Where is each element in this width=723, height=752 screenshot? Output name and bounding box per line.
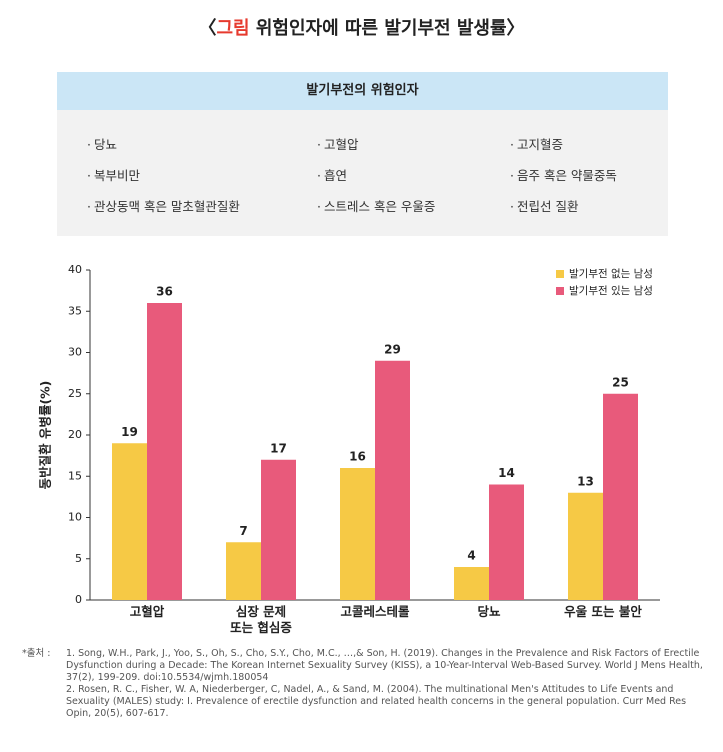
y-axis-label: 동반질환 유병률(%) — [38, 381, 53, 490]
x-tick-label: 우울 또는 불안 — [564, 604, 642, 619]
bar — [261, 459, 296, 600]
legend-label: 발기부전 있는 남성 — [569, 285, 653, 297]
data-label: 4 — [467, 549, 475, 563]
legend-label: 발기부전 없는 남성 — [569, 267, 653, 280]
risk-column: 당뇨 복부비만 관상동맥 혹은 말초혈관질환 — [87, 134, 240, 227]
risk-item: 고지혈증 — [510, 134, 617, 165]
data-label: 17 — [270, 441, 287, 455]
footnote-refs: 1. Song, W.H., Park, J., Yoo, S., Oh, S.… — [66, 648, 712, 720]
x-tick-label: 고콜레스테롤 — [340, 604, 410, 619]
reference: 2. Rosen, R. C., Fisher, W. A, Niederber… — [66, 684, 687, 719]
y-tick-label: 5 — [75, 552, 82, 565]
risk-item: 고혈압 — [317, 134, 435, 165]
y-tick-label: 10 — [68, 511, 82, 524]
title: 〈그림 위험인자에 따른 발기부전 발생률〉 — [0, 14, 723, 40]
y-tick-label: 0 — [75, 593, 82, 606]
bar — [489, 484, 524, 600]
bar — [226, 542, 261, 600]
x-tick-label: 심장 문제 또는 협심증 — [230, 604, 292, 635]
legend-swatch — [556, 270, 564, 278]
bar — [340, 468, 375, 600]
risk-column: 고혈압 흡연 스트레스 혹은 우울증 — [317, 134, 435, 227]
x-tick-label: 고혈압 — [129, 604, 165, 619]
data-label: 13 — [577, 474, 594, 488]
footnote-label: *출처 : — [22, 648, 51, 659]
footnote: *출처 : 1. Song, W.H., Park, J., Yoo, S., … — [22, 648, 712, 720]
title-label: 그림 — [216, 18, 250, 39]
title-open: 〈 — [198, 18, 217, 39]
risk-item: 흡연 — [317, 165, 435, 196]
risk-box-title: 발기부전의 위험인자 — [57, 72, 668, 110]
bar — [603, 393, 638, 600]
y-tick-label: 15 — [68, 469, 82, 482]
bar — [147, 303, 182, 600]
risk-item: 음주 혹은 약물중독 — [510, 165, 617, 196]
risk-item: 복부비만 — [87, 165, 240, 196]
bar — [375, 360, 410, 600]
risk-item: 당뇨 — [87, 134, 240, 165]
y-tick-label: 40 — [68, 263, 82, 276]
bar — [454, 567, 489, 600]
risk-item: 스트레스 혹은 우울증 — [317, 196, 435, 227]
bar — [112, 443, 147, 600]
reference: 1. Song, W.H., Park, J., Yoo, S., Oh, S.… — [66, 648, 703, 683]
data-label: 19 — [121, 425, 138, 439]
risk-item: 관상동맥 혹은 말초혈관질환 — [87, 196, 240, 227]
risk-column: 고지혈증 음주 혹은 약물중독 전립선 질환 — [510, 134, 617, 227]
y-tick-label: 35 — [68, 304, 82, 317]
y-tick-label: 25 — [68, 387, 82, 400]
y-tick-label: 20 — [68, 428, 82, 441]
x-tick-label: 당뇨 — [477, 604, 501, 619]
data-label: 7 — [239, 524, 247, 538]
data-label: 36 — [156, 285, 173, 299]
title-text: 위험인자에 따른 발기부전 발생률〉 — [255, 18, 525, 39]
legend-swatch — [556, 287, 564, 295]
data-label: 25 — [612, 375, 629, 389]
risk-item: 전립선 질환 — [510, 196, 617, 227]
data-label: 16 — [349, 450, 366, 464]
y-tick-label: 30 — [68, 346, 82, 359]
data-label: 29 — [384, 342, 401, 356]
bar — [568, 492, 603, 600]
risk-box: 당뇨 복부비만 관상동맥 혹은 말초혈관질환 고혈압 흡연 스트레스 혹은 우울… — [57, 110, 668, 236]
data-label: 14 — [498, 466, 515, 480]
